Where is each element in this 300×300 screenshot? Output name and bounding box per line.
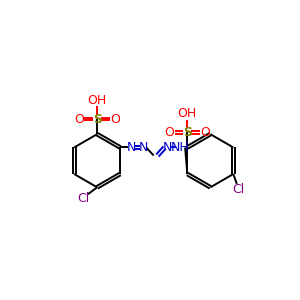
Text: N: N	[139, 141, 148, 154]
Text: O: O	[165, 126, 175, 139]
Text: S: S	[183, 126, 192, 139]
Text: N: N	[163, 141, 172, 154]
Text: OH: OH	[178, 107, 197, 121]
Text: O: O	[110, 113, 120, 126]
Text: S: S	[93, 113, 102, 126]
Text: OH: OH	[88, 94, 107, 107]
Text: Cl: Cl	[78, 192, 90, 205]
Text: O: O	[200, 126, 210, 139]
Text: NH: NH	[171, 141, 189, 154]
Text: O: O	[74, 113, 84, 126]
Text: N: N	[127, 141, 136, 154]
Text: Cl: Cl	[232, 183, 244, 196]
